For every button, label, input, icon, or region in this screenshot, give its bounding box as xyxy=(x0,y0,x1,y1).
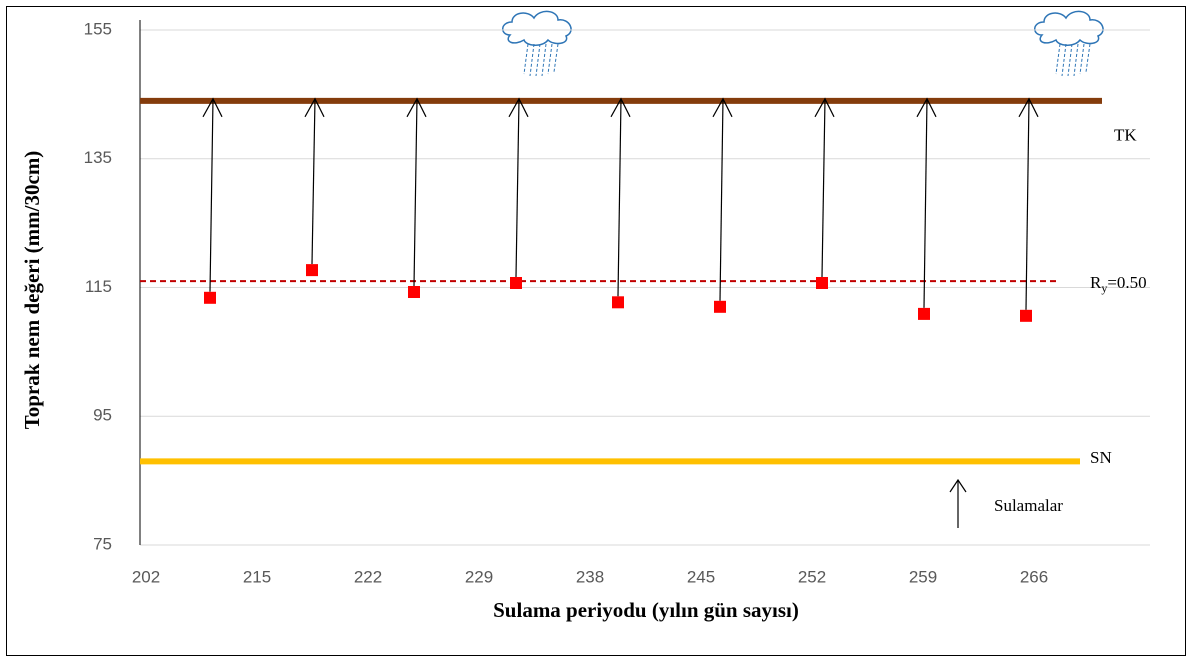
x-tick-label: 222 xyxy=(354,567,382,586)
y-tick-label: 75 xyxy=(93,534,112,553)
rain-cloud xyxy=(1034,10,1104,77)
y-tick-label: 135 xyxy=(84,148,112,167)
point xyxy=(408,286,420,299)
irrigation-arrow xyxy=(209,98,214,292)
irrigation-arrow xyxy=(821,98,826,278)
reference-label-part: =0.50 xyxy=(1107,273,1146,292)
reference-label: Ry=0.50 xyxy=(1090,273,1147,295)
reference-label-part: y xyxy=(1101,281,1107,295)
irrigation-arrow xyxy=(719,98,724,301)
x-tick-label: 266 xyxy=(1020,567,1048,586)
irrigation-arrowhead xyxy=(1018,97,1039,118)
reference-label: TK xyxy=(1114,126,1137,145)
irrigation-arrowhead xyxy=(508,97,529,118)
legend-label: Sulamalar xyxy=(994,496,1063,515)
irrigation-arrowhead xyxy=(814,97,835,118)
y-axis-title: Toprak nem değeri (mm/30cm) xyxy=(20,151,44,430)
point xyxy=(306,264,318,277)
irrigation-arrow xyxy=(617,98,622,297)
frame xyxy=(6,6,1186,656)
rain-cloud xyxy=(502,10,572,77)
x-axis-title: Sulama periyodu (yılın gün sayısı) xyxy=(493,598,799,622)
irrigation-arrow xyxy=(1025,98,1030,310)
x-tick-label: 215 xyxy=(243,567,271,586)
reference-label-part: R xyxy=(1090,273,1102,292)
irrigation-arrowhead xyxy=(712,97,733,118)
point xyxy=(816,276,828,289)
point xyxy=(918,307,930,320)
x-tick-label: 252 xyxy=(798,567,826,586)
x-tick-label: 259 xyxy=(909,567,937,586)
irrigation-arrowhead xyxy=(610,97,631,118)
point xyxy=(204,291,216,304)
x-tick-label: 202 xyxy=(132,567,160,586)
reference-label: SN xyxy=(1090,448,1112,467)
irrigation-arrow xyxy=(515,98,520,278)
x-tick-label: 229 xyxy=(465,567,493,586)
legend-arrowhead xyxy=(949,478,967,493)
y-tick-label: 115 xyxy=(85,277,112,296)
irrigation-arrow xyxy=(413,98,418,287)
irrigation-arrowhead xyxy=(916,97,937,118)
point xyxy=(612,296,624,309)
x-tick-label: 238 xyxy=(576,567,604,586)
irrigation-arrowhead xyxy=(202,97,223,118)
point xyxy=(714,300,726,313)
irrigation-arrowhead xyxy=(406,97,427,118)
irrigation-arrow xyxy=(923,98,928,308)
point xyxy=(1020,309,1032,322)
irrigation-arrowhead xyxy=(304,97,325,118)
irrigation-arrow xyxy=(311,98,316,265)
y-tick-label: 155 xyxy=(84,19,112,38)
x-tick-label: 245 xyxy=(687,567,715,586)
point xyxy=(510,276,522,289)
y-tick-label: 95 xyxy=(93,406,112,425)
